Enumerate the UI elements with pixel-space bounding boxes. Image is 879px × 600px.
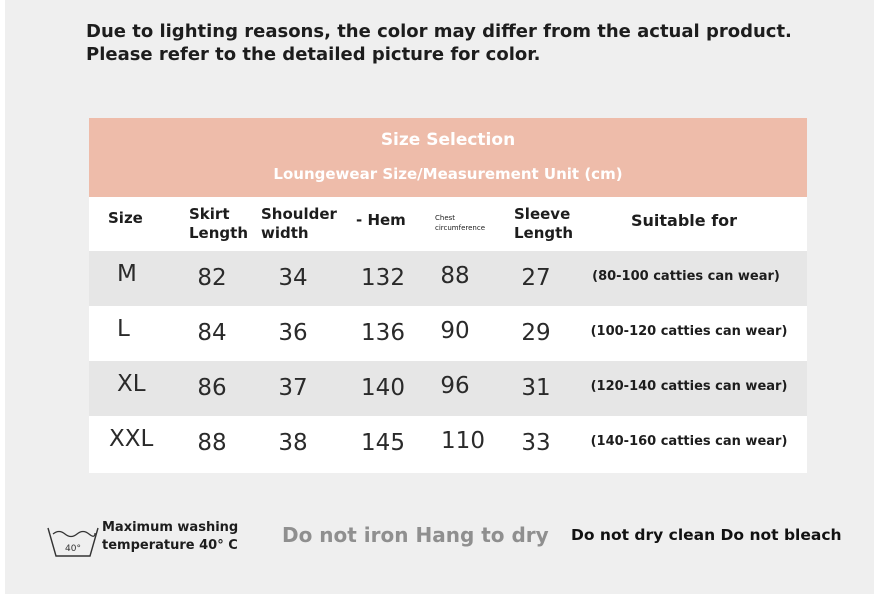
col-chest-circumference: Chest circumference [435,213,485,233]
wash-temp-label: 40° [65,544,81,554]
cell-suitable: (100-120 catties can wear) [590,324,788,339]
col-suitable-for: Suitable for [631,211,738,230]
col-skirt-length: Skirt Length [189,205,248,243]
cell-chest: 110 [441,428,485,454]
column-headers: Size Skirt Length Shoulder width - Hem C… [89,197,807,251]
col-shoulder-width: Shoulder width [261,205,337,243]
table-title: Size Selection [380,130,516,150]
cell-skirt: 82 [197,265,227,291]
cell-shoulder: 38 [278,430,308,456]
col-sleeve-line2: Length [514,224,573,242]
col-size: Size [108,209,143,227]
cell-shoulder: 37 [278,375,308,401]
color-notice: Due to lighting reasons, the color may d… [86,20,846,66]
col-sleeve-length: Sleeve Length [514,205,573,243]
dry-clean-bleach-text: Do not dry clean Do not bleach [571,526,842,544]
cell-size: XL [117,371,146,397]
col-skirt-line2: Length [189,224,248,242]
notice-line-2: Please refer to the detailed picture for… [86,44,541,65]
cell-shoulder: 34 [278,265,308,291]
cell-skirt: 84 [197,320,227,346]
care-instructions: 40° Maximum washing temperature 40° C Do… [0,515,879,565]
col-sleeve-line1: Sleeve [514,205,571,223]
cell-sleeve: 29 [521,320,551,346]
cell-hem: 145 [361,430,405,456]
col-chest-line2: circumference [435,224,486,232]
cell-size: XXL [109,426,154,452]
col-chest-line1: Chest [435,214,456,222]
cell-sleeve: 27 [521,265,551,291]
cell-skirt: 86 [197,375,227,401]
table-header: Size Selection Loungewear Size/Measureme… [89,118,807,197]
cell-shoulder: 36 [278,320,308,346]
wash-text: Maximum washing temperature 40° C [102,519,262,555]
cell-size: M [117,261,137,287]
table-row: M 82 34 132 88 27 (80-100 catties can we… [89,251,807,306]
cell-hem: 140 [361,375,405,401]
wash-line-2: temperature 40° C [102,538,238,553]
cell-suitable: (80-100 catties can wear) [592,269,780,284]
iron-hang-text: Do not iron Hang to dry [282,523,549,547]
cell-suitable: (140-160 catties can wear) [590,434,788,449]
cell-sleeve: 31 [521,375,551,401]
cell-hem: 136 [361,320,405,346]
col-hem: - Hem [356,211,406,229]
col-shoulder-line2: width [261,224,309,242]
size-table: Size Selection Loungewear Size/Measureme… [89,118,807,473]
notice-line-1: Due to lighting reasons, the color may d… [86,21,792,42]
cell-chest: 96 [440,373,470,399]
table-row: L 84 36 136 90 29 (100-120 catties can w… [89,306,807,361]
cell-chest: 90 [440,318,470,344]
cell-sleeve: 33 [521,430,551,456]
cell-hem: 132 [361,265,405,291]
col-shoulder-line1: Shoulder [261,205,337,223]
cell-suitable: (120-140 catties can wear) [590,379,788,394]
table-row: XXL 88 38 145 110 33 (140-160 catties ca… [89,416,807,471]
table-subtitle: Loungewear Size/Measurement Unit (cm) [273,165,623,183]
cell-size: L [117,316,130,342]
cell-skirt: 88 [197,430,227,456]
cell-chest: 88 [440,263,470,289]
wash-line-1: Maximum washing [102,520,239,535]
col-skirt-line1: Skirt [189,205,230,223]
wash-40-icon: 40° [46,520,100,562]
table-row: XL 86 37 140 96 31 (120-140 catties can … [89,361,807,416]
